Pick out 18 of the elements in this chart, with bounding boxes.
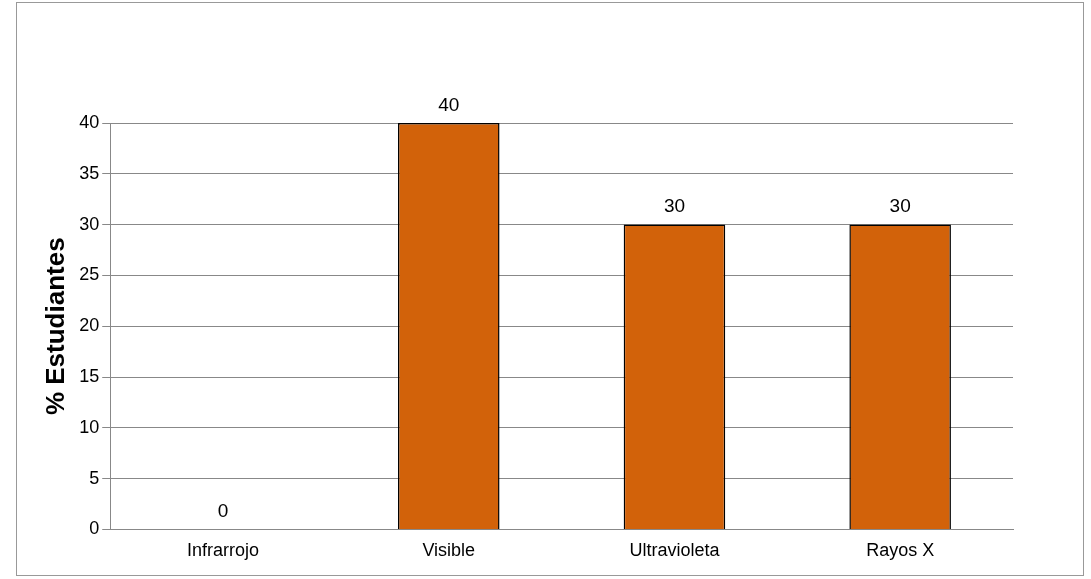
y-tick-label: 35 xyxy=(79,162,100,183)
y-tick-label: 40 xyxy=(79,111,100,132)
data-label: 30 xyxy=(663,195,686,217)
y-tick-label: 20 xyxy=(79,315,100,336)
data-label: 0 xyxy=(217,500,229,522)
x-tick-label: Ultravioleta xyxy=(629,540,721,561)
y-tick-label: 30 xyxy=(79,213,100,234)
y-tick-label: 15 xyxy=(79,365,100,386)
x-tick-label: Rayos X xyxy=(866,540,935,561)
x-tick-label: Infrarrojo xyxy=(187,540,260,561)
y-tick-label: 0 xyxy=(89,518,100,539)
data-label: 40 xyxy=(438,93,460,115)
y-axis-title: % Estudiantes xyxy=(39,237,70,416)
y-tick-label: 25 xyxy=(79,264,100,285)
x-tick-label: Visible xyxy=(422,540,476,561)
y-tick-label: 10 xyxy=(79,416,100,437)
y-tick-label: 5 xyxy=(89,467,100,488)
data-label: 30 xyxy=(889,195,911,217)
